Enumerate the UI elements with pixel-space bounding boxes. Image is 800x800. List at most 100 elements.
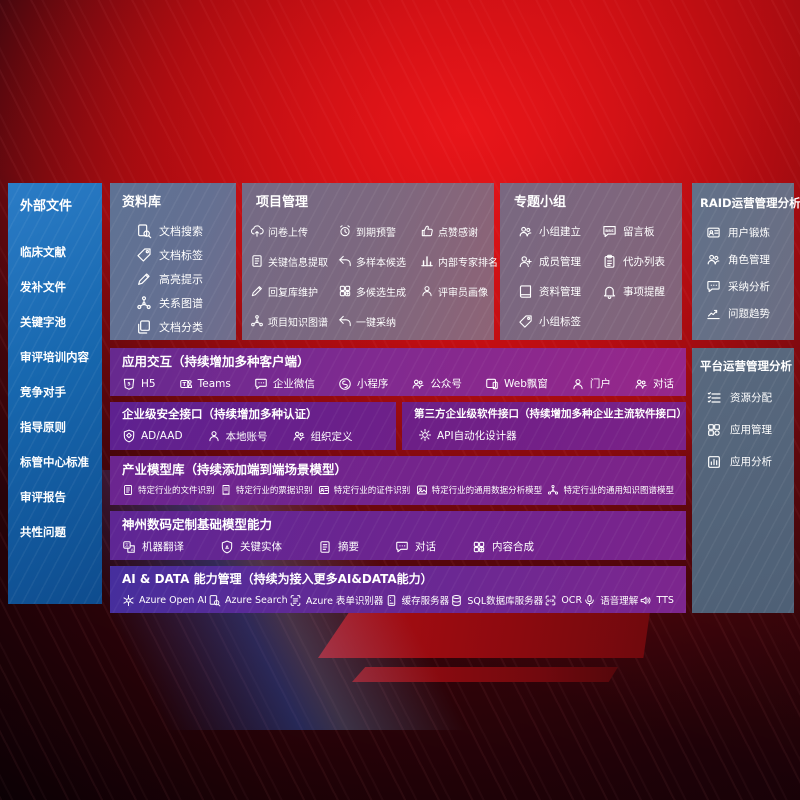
list-item: 语音理解 — [583, 593, 638, 607]
bbs-board-icon — [602, 224, 617, 239]
panel-title: 资料库 — [122, 195, 162, 210]
id-card-icon — [706, 225, 721, 240]
item-label: 小组标签 — [539, 315, 581, 328]
item-label: 代办列表 — [623, 255, 665, 268]
list-item: 应用分析 — [706, 454, 794, 470]
list-item: 关键实体 — [220, 539, 282, 554]
item-label: 多样本候选 — [356, 257, 406, 269]
item-label: 多候选生成 — [356, 287, 406, 299]
ai-data-band: AI & DATA 能力管理（持续为接入更多AI&DATA能力） Azure O… — [110, 566, 686, 613]
speech-icon — [583, 594, 596, 607]
list-item: 到期预警 — [338, 224, 420, 239]
official-account-icon — [411, 377, 425, 391]
person-icon — [420, 284, 434, 298]
item-label: Web飘窗 — [503, 378, 548, 390]
list-item: 机器翻译 — [122, 539, 184, 554]
list-item: 回复库维护 — [250, 284, 338, 299]
item-label: 高亮提示 — [159, 272, 203, 286]
list-item: 关键信息提取 — [250, 254, 338, 269]
monitor-base-shape — [318, 609, 650, 658]
industry-model-band: 产业模型库（持续添加端到端场景模型） 特定行业的文件识别 特定行业的票据识别 特… — [110, 456, 686, 505]
band-items: AD/AAD 本地账号 组织定义 — [122, 429, 384, 444]
item-label: 企业微信 — [272, 378, 315, 390]
h5-icon — [122, 377, 136, 391]
band-items: 特定行业的文件识别 特定行业的票据识别 特定行业的证件识别 特定行业的通用数据分… — [122, 484, 674, 496]
item-label: TTS — [656, 594, 674, 606]
list-item: 文档分类 — [136, 319, 236, 335]
list-item: 成员管理 — [518, 254, 602, 269]
raid-analysis-panel: RAID运营管理分析 用户锻炼 角色管理 采纳分析 问题趋势 — [692, 183, 800, 340]
tag-icon — [518, 314, 533, 329]
list-item: 问题趋势 — [706, 306, 794, 321]
sql-database-icon — [450, 594, 463, 607]
item-label: 项目知识图谱 — [268, 317, 328, 329]
id-card-icon — [318, 484, 330, 496]
knowledge-graph-icon — [250, 314, 264, 328]
item-label: 角色管理 — [728, 253, 770, 266]
item-label: 公众号 — [430, 378, 462, 390]
sidebar-item: 指导原则 — [20, 419, 66, 434]
item-label: SQL数据库服务器 — [467, 596, 544, 608]
alarm-icon — [338, 224, 352, 238]
clipboard-icon — [602, 254, 617, 269]
list-item: 特定行业的通用知识图谱模型 — [547, 484, 674, 496]
platform-list: 资源分配 应用管理 应用分析 — [692, 390, 794, 470]
sidebar-item: 临床文献 — [20, 244, 66, 259]
generate-grid-icon — [338, 284, 352, 298]
doc-copy-icon — [136, 319, 152, 335]
sidebar-item: 标管中心标准 — [20, 454, 89, 469]
project-grid: 问卷上传 到期预警 点赞感谢 关键信息提取 多样本候选 内部专家排名 回复库维护… — [250, 224, 498, 329]
app-chart-icon — [706, 454, 722, 470]
item-label: 组织定义 — [310, 430, 353, 443]
miniprogram-icon — [338, 377, 352, 391]
repository-list: 文档搜索 文档标签 高亮提示 关系图谱 文档分类 — [110, 223, 236, 335]
list-item: 缓存服务器 — [385, 593, 449, 607]
list-item: 文档标签 — [136, 247, 236, 263]
portal-icon — [571, 377, 585, 391]
panel-title: RAID运营管理分析 — [700, 196, 800, 210]
list-item: 本地账号 — [207, 429, 268, 444]
item-label: 事项提醒 — [623, 285, 665, 298]
list-item: API自动化设计器 — [418, 428, 517, 443]
list-item: 项目知识图谱 — [250, 314, 338, 329]
sidebar-item: 共性问题 — [20, 524, 66, 539]
app-interaction-band: 应用交互（持续增加多种客户端） H5 Teams 企业微信 小程序 公众号 We… — [110, 348, 686, 396]
reply-arrow-icon — [338, 254, 352, 268]
list-item: 小组标签 — [518, 314, 602, 329]
list-item: 留言板 — [602, 224, 682, 239]
item-label: 关系图谱 — [159, 296, 203, 310]
band-title: 应用交互（持续增加多种客户端） — [122, 354, 310, 369]
doc-file-icon — [122, 484, 134, 496]
chat-qa-icon — [706, 279, 721, 294]
item-label: 到期预警 — [356, 227, 396, 239]
list-item: TTS — [639, 594, 674, 607]
thumbs-up-icon — [420, 224, 434, 238]
item-label: 小程序 — [356, 378, 389, 390]
resource-list-icon — [706, 390, 722, 406]
list-item: Azure Search — [208, 594, 288, 607]
edit-pencil-icon — [250, 284, 264, 298]
sidebar-item: 竞争对手 — [20, 384, 66, 399]
list-item: Web飘窗 — [485, 376, 548, 391]
item-label: 文档标签 — [159, 248, 203, 262]
item-label: 问卷上传 — [268, 227, 308, 239]
band-title: 神州数码定制基础模型能力 — [122, 517, 273, 532]
item-label: 关键信息提取 — [268, 257, 328, 269]
list-item: 多候选生成 — [338, 284, 420, 299]
list-item: 组织定义 — [292, 429, 353, 444]
cache-server-icon — [385, 594, 398, 607]
repository-panel: 资料库 文档搜索 文档标签 高亮提示 关系图谱 文档分类 — [110, 183, 236, 340]
list-item: 一键采纳 — [338, 314, 420, 329]
api-gear-icon — [418, 428, 432, 442]
item-label: 摘要 — [338, 541, 359, 553]
item-label: 特定行业的通用知识图谱模型 — [563, 486, 674, 496]
list-item: 内部专家排名 — [420, 254, 498, 269]
translate-icon — [122, 540, 136, 554]
list-item: Azure Open AI — [122, 594, 207, 607]
band-title: 产业模型库（持续添加端到端场景模型） — [122, 462, 348, 477]
list-item: Teams — [179, 377, 231, 391]
people-icon — [706, 252, 721, 267]
list-item: 点赞感谢 — [420, 224, 498, 239]
item-label: 文档搜索 — [159, 224, 203, 238]
